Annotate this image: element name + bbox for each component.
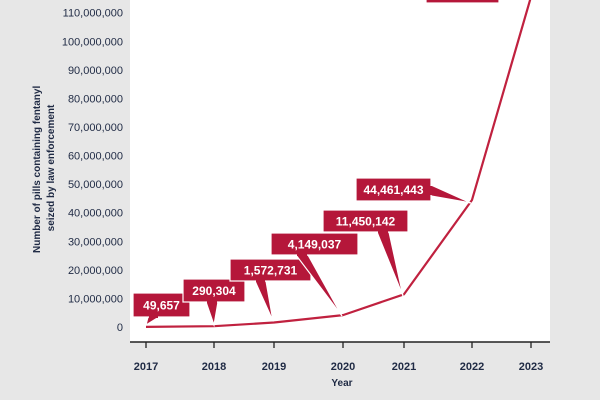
data-label-callout: 1,572,731 (229, 258, 312, 322)
data-label: 49,657 (143, 299, 180, 313)
callout-seam (429, 186, 432, 195)
y-tick-label: 40,000,000 (68, 208, 123, 220)
y-tick-label: 80,000,000 (68, 93, 123, 105)
y-axis-title-line-1: Number of pills containing fentanyl (32, 86, 43, 253)
callout-seam (297, 253, 307, 256)
y-tick-label: 70,000,000 (68, 122, 123, 134)
callout-box (270, 232, 359, 256)
x-tick-label: 2021 (392, 361, 416, 373)
data-label: 4,149,037 (288, 238, 342, 252)
y-axis-title: Number of pills containing fentanyl seiz… (32, 83, 57, 253)
data-label-callout: 11,450,142 (322, 209, 409, 297)
callout-seam (256, 279, 265, 282)
data-label-callout-2023 (425, 0, 500, 4)
x-tick-label: 2023 (519, 361, 543, 373)
y-tick-label: 20,000,000 (68, 265, 123, 277)
callout-box (425, 0, 500, 4)
callout-box (132, 292, 191, 318)
data-label: 1,572,731 (244, 264, 298, 278)
callout-seam (378, 230, 388, 233)
x-axis-title: Year (331, 378, 352, 389)
data-label-callout: 290,304 (182, 278, 246, 328)
data-label: 11,450,142 (336, 215, 396, 229)
x-tick-label: 2017 (134, 361, 158, 373)
y-tick-label: 0 (117, 322, 123, 334)
y-axis-title-line-2: seized by law enforcement (46, 104, 57, 231)
x-tick-label: 2022 (460, 361, 484, 373)
data-label-callout: 49,657 (132, 292, 191, 327)
y-tick-label: 30,000,000 (68, 236, 123, 248)
callout-box (322, 209, 409, 233)
y-tick-label: 10,000,000 (68, 293, 123, 305)
data-label: 290,304 (192, 284, 236, 298)
data-label-callout: 4,149,037 (270, 232, 359, 317)
x-tick-label: 2018 (202, 361, 226, 373)
y-tick-label: 90,000,000 (68, 65, 123, 77)
y-tick-label: 50,000,000 (68, 179, 123, 191)
data-label-callout: 44,461,443 (355, 177, 472, 204)
y-tick-label: 60,000,000 (68, 151, 123, 163)
data-label: 44,461,443 (363, 183, 423, 197)
y-tick-label: 110,000,000 (63, 8, 123, 20)
x-tick-label: 2020 (331, 361, 355, 373)
callout-seam (207, 300, 217, 303)
x-tick-label: 2019 (262, 361, 286, 373)
callout-seam (149, 315, 158, 318)
y-tick-label: 100,000,000 (62, 36, 123, 48)
